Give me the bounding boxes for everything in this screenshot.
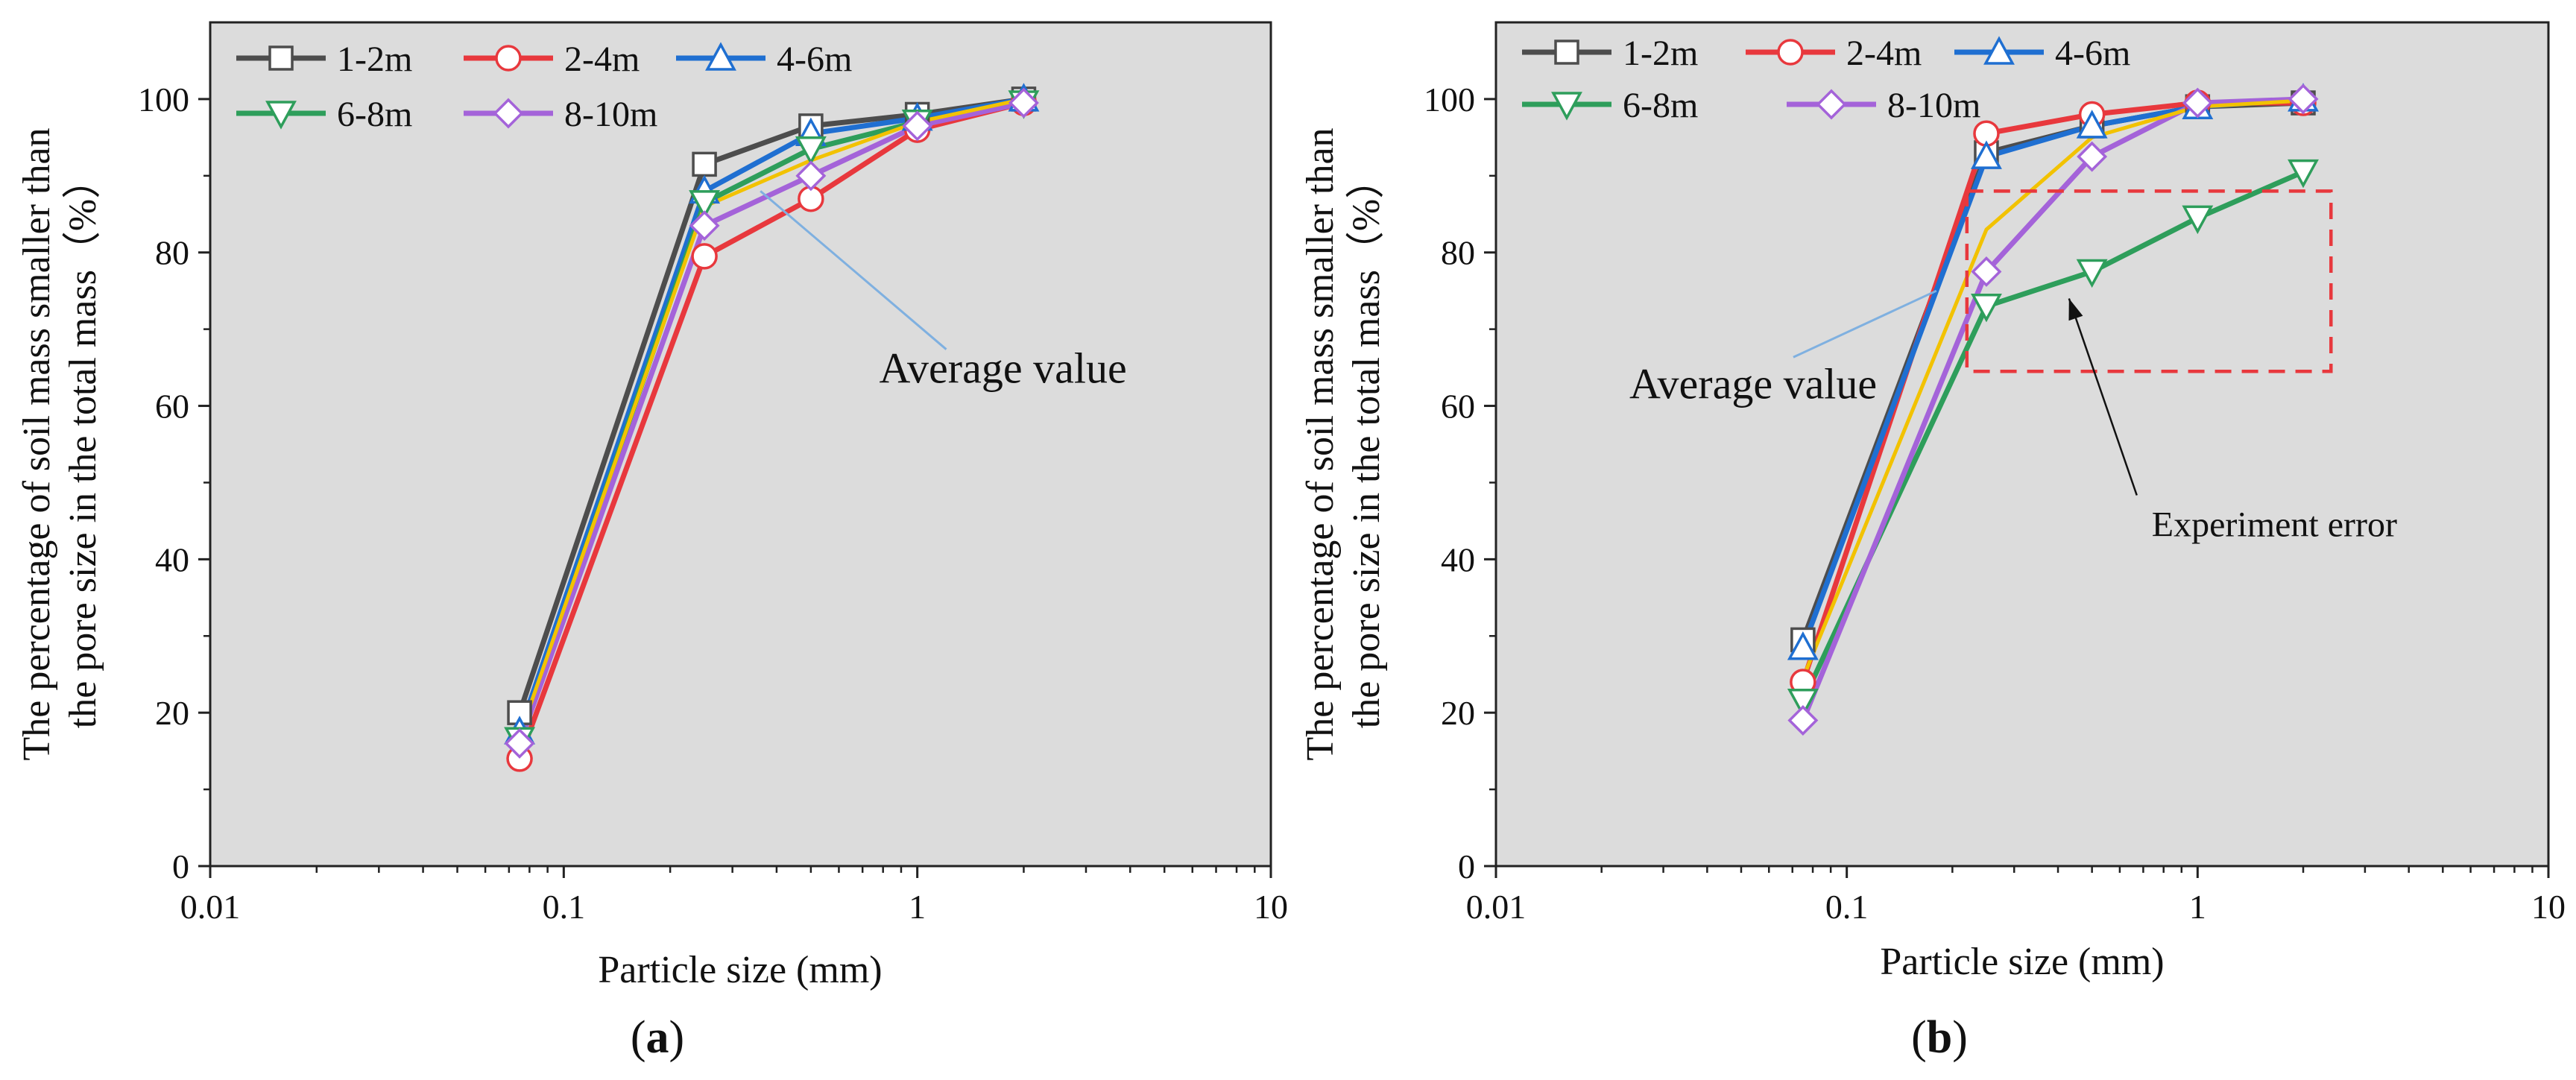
data-point <box>2288 83 2319 115</box>
legend-label: 6-8m <box>1623 86 1698 125</box>
legend-marker <box>493 98 524 129</box>
legend-marker <box>1777 39 1804 66</box>
data-point <box>795 160 827 192</box>
y-tick-label: 20 <box>155 694 189 732</box>
error-arrow-line <box>2068 298 2138 496</box>
panel-label: (a) <box>631 1012 684 1063</box>
y-tick-label: 60 <box>155 388 189 426</box>
y-tick-label: 60 <box>1441 388 1475 426</box>
y-tick-label: 40 <box>155 540 189 578</box>
data-point <box>1787 631 1819 660</box>
x-tick-label: 0.1 <box>543 888 586 926</box>
legend-label: 1-2m <box>1623 34 1698 73</box>
plot-area <box>209 21 1272 868</box>
x-tick-label: 1 <box>2189 888 2206 926</box>
data-point <box>1971 294 2002 323</box>
legend-marker <box>1551 92 1582 121</box>
x-tick-label: 0.01 <box>1466 888 1527 926</box>
x-tick-label: 10 <box>2531 888 2566 926</box>
legend-label: 1-2m <box>337 40 412 79</box>
legend-marker <box>265 101 297 130</box>
data-point <box>504 727 535 759</box>
x-tick-label: 0.1 <box>1825 888 1869 926</box>
legend-label: 8-10m <box>1887 86 1980 125</box>
y-axis-title-line-2: the pore size in the total mass（%） <box>1345 160 1388 728</box>
data-point <box>2076 259 2108 288</box>
legend-marker <box>1554 40 1579 65</box>
data-point <box>795 136 827 165</box>
y-tick-label: 0 <box>1458 847 1475 885</box>
error-arrowhead <box>2068 298 2083 321</box>
legend-marker <box>495 45 522 72</box>
legend-marker <box>1816 89 1847 120</box>
legend: 1-2m 2-4m 4-6m 6-8m 8-10m <box>236 40 852 134</box>
legend-marker <box>268 45 294 71</box>
legend: 1-2m 2-4m 4-6m 6-8m 8-10m <box>1522 34 2130 125</box>
x-axis-title: Particle size (mm) <box>1880 941 2164 983</box>
data-point <box>2182 205 2214 235</box>
average-value-label: Average value <box>1629 359 1877 408</box>
y-tick-label: 20 <box>1441 694 1475 732</box>
legend-label: 2-4m <box>1846 34 1922 73</box>
y-tick-label: 40 <box>1441 540 1475 578</box>
y-axis-title-line-1: The percentage of soil mass smaller than <box>16 127 58 760</box>
data-point <box>692 151 717 177</box>
y-tick-label: 80 <box>155 234 189 272</box>
data-point <box>689 190 721 219</box>
data-point <box>2076 110 2108 139</box>
experiment-error-label: Experiment error <box>2152 505 2397 544</box>
average-arrow-line <box>1793 289 1937 359</box>
annotations: Average value <box>760 190 1127 393</box>
series-markers <box>1787 83 2319 736</box>
data-point <box>1008 87 1039 119</box>
y-tick-label: 100 <box>138 80 189 119</box>
x-axis-title: Particle size (mm) <box>598 949 882 991</box>
data-point <box>2288 159 2319 189</box>
series-markers <box>504 83 1040 772</box>
x-tick-label: 1 <box>909 888 926 926</box>
panel-label: (b) <box>1911 1012 1968 1063</box>
y-axis-title-line-1: The percentage of soil mass smaller than <box>1299 127 1342 760</box>
y-tick-label: 100 <box>1424 80 1475 119</box>
x-tick-label: 0.01 <box>180 888 241 926</box>
legend-label: 6-8m <box>337 95 412 134</box>
data-point <box>689 210 720 241</box>
legend-label: 2-4m <box>564 40 640 79</box>
y-axis-title-line-2: the pore size in the total mass（%） <box>62 160 104 728</box>
data-point <box>1787 688 1819 718</box>
data-point <box>2182 87 2213 119</box>
y-tick-label: 0 <box>172 847 189 885</box>
legend-marker <box>705 42 736 71</box>
legend-label: 8-10m <box>564 95 657 134</box>
x-tick-label: 10 <box>1254 888 1288 926</box>
legend-label: 4-6m <box>2055 34 2130 73</box>
annotations: Average value Experiment error <box>1629 189 2397 544</box>
average-arrow-line <box>760 190 947 350</box>
data-point <box>1971 256 2002 287</box>
plot-area <box>1494 21 2550 868</box>
data-point <box>1787 704 1819 736</box>
data-point <box>2077 141 2108 172</box>
data-point <box>902 110 933 142</box>
average-value-label: Average value <box>879 344 1126 393</box>
legend-label: 4-6m <box>777 40 852 79</box>
data-point <box>1971 140 2002 169</box>
experiment-error-box <box>1965 189 2333 373</box>
data-point <box>691 243 718 270</box>
y-tick-label: 80 <box>1441 234 1475 272</box>
legend-marker <box>1983 36 2015 65</box>
